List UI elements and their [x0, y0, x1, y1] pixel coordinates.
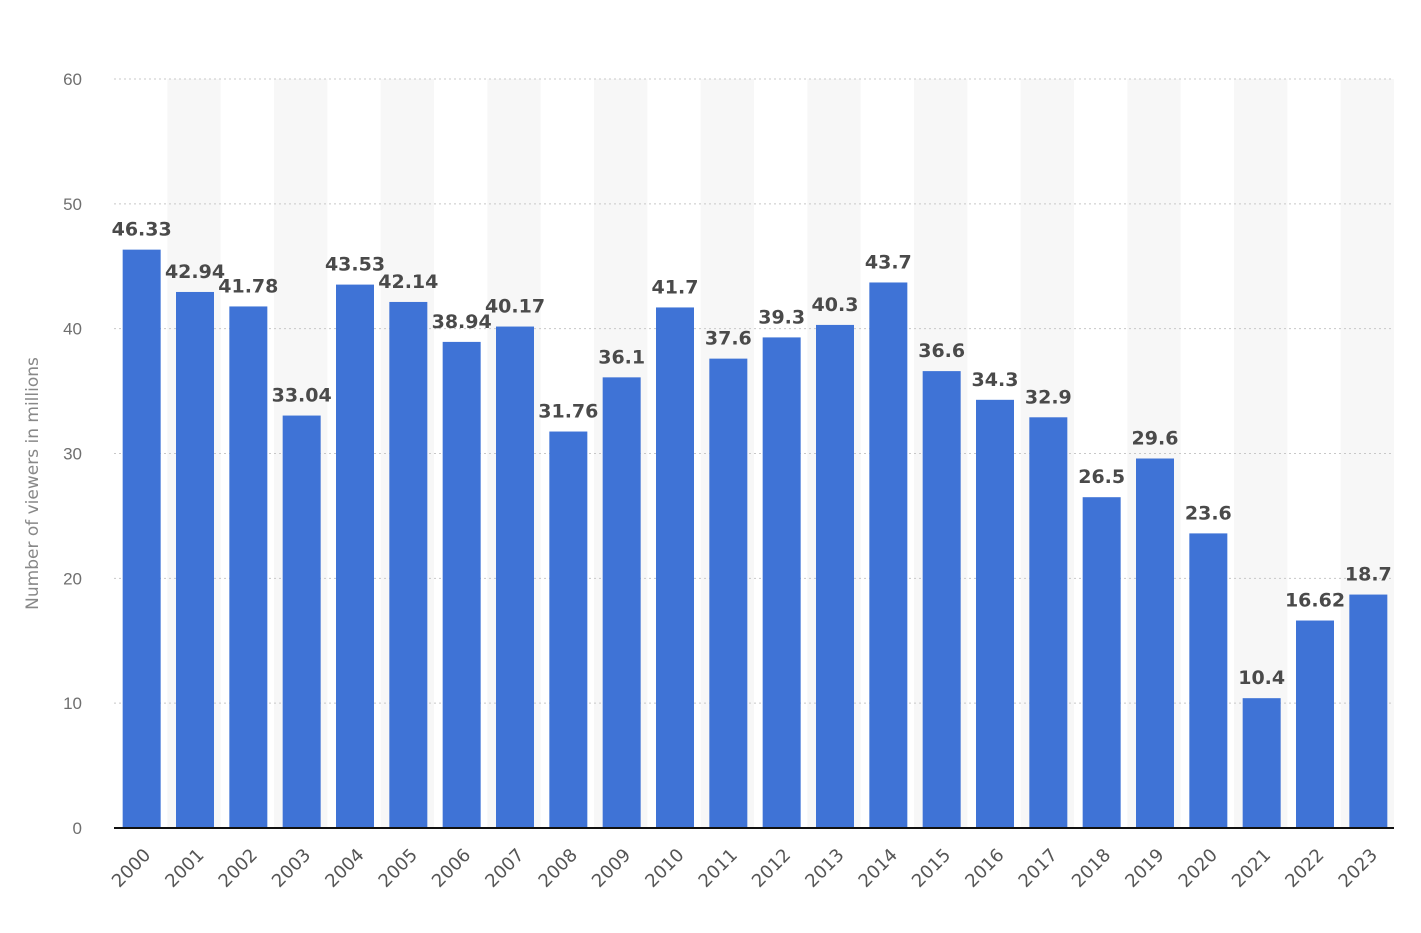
x-tick-label-2017: 2017	[1015, 845, 1062, 892]
x-tick-label-2015: 2015	[908, 845, 955, 892]
bar-2001	[176, 291, 214, 828]
bar-2013	[816, 324, 854, 828]
data-label-2000: 46.33	[112, 219, 172, 241]
bar-2015	[922, 371, 961, 828]
y-tick-label: 30	[63, 445, 82, 464]
x-tick-label-2023: 2023	[1335, 845, 1382, 892]
data-label-2011: 37.6	[705, 328, 752, 350]
data-label-2017: 32.9	[1025, 386, 1072, 408]
x-tick-label-2003: 2003	[268, 845, 315, 892]
data-label-2004: 43.53	[325, 254, 385, 276]
data-label-2016: 34.3	[972, 369, 1019, 391]
bar-2012	[762, 337, 801, 828]
bar-2005	[389, 301, 428, 828]
bar-2019	[1136, 458, 1174, 828]
bar-2020	[1189, 533, 1228, 828]
bar-2014	[869, 282, 908, 828]
x-tick-label-2014: 2014	[855, 845, 902, 892]
bar-2023	[1349, 594, 1388, 828]
y-tick-label: 20	[63, 569, 82, 588]
bar-2010	[656, 307, 694, 828]
x-tick-label-2011: 2011	[695, 845, 742, 892]
bar-2003	[282, 415, 321, 828]
data-label-2001: 42.94	[165, 261, 225, 283]
bar-2021	[1242, 698, 1281, 828]
data-label-2023: 18.7	[1345, 564, 1392, 586]
x-tick-label-2002: 2002	[215, 845, 262, 892]
bar-2017	[1029, 417, 1068, 828]
data-label-2014: 43.7	[865, 251, 912, 273]
data-label-2020: 23.6	[1185, 502, 1232, 524]
data-label-2003: 33.04	[272, 385, 332, 407]
x-tick-label-2005: 2005	[375, 845, 422, 892]
x-tick-label-2012: 2012	[748, 845, 795, 892]
y-axis-ticks: 0 10 20 30 40 50 60	[63, 70, 82, 838]
bar-2016	[976, 399, 1014, 828]
y-tick-label: 60	[63, 70, 82, 89]
x-tick-label-2000: 2000	[108, 845, 155, 892]
data-label-2012: 39.3	[758, 306, 805, 328]
bar-2018	[1082, 497, 1121, 828]
data-label-2013: 40.3	[812, 294, 859, 316]
x-tick-label-2020: 2020	[1175, 845, 1222, 892]
bars	[122, 249, 1388, 829]
x-tick-label-2018: 2018	[1068, 845, 1115, 892]
y-tick-label: 0	[73, 819, 82, 838]
bar-2022	[1296, 620, 1334, 828]
data-label-2010: 41.7	[652, 276, 699, 298]
bar-2007	[496, 326, 534, 828]
data-label-2005: 42.14	[378, 271, 438, 293]
gridlines	[114, 78, 1394, 704]
bar-2009	[602, 377, 641, 828]
x-axis-ticks: 2000 2001 2002 2003 2004 2005 2006 2007 2008 2009…	[108, 845, 1382, 892]
bar-2006	[442, 341, 481, 828]
data-label-2022: 16.62	[1285, 590, 1345, 612]
y-tick-label: 50	[63, 195, 82, 214]
data-label-2008: 31.76	[538, 401, 598, 423]
x-tick-label-2009: 2009	[588, 845, 635, 892]
bar-2000	[122, 249, 161, 829]
data-label-2015: 36.6	[918, 340, 965, 362]
x-tick-label-2021: 2021	[1228, 845, 1275, 892]
data-label-2002: 41.78	[218, 275, 278, 297]
x-tick-label-2001: 2001	[161, 845, 208, 892]
data-label-2009: 36.1	[598, 346, 645, 368]
data-label-2019: 29.6	[1132, 427, 1179, 449]
x-tick-label-2008: 2008	[535, 845, 582, 892]
bar-2004	[336, 284, 374, 829]
x-tick-label-2019: 2019	[1121, 845, 1168, 892]
data-label-2007: 40.17	[485, 296, 545, 318]
x-tick-label-2007: 2007	[481, 845, 528, 892]
x-tick-label-2013: 2013	[801, 845, 848, 892]
y-axis-label: Number of viewers in millions	[23, 357, 43, 610]
bar-2002	[229, 306, 268, 829]
y-tick-label: 40	[63, 320, 82, 339]
bar-2011	[709, 358, 748, 828]
data-label-2006: 38.94	[432, 311, 492, 333]
x-tick-label-2006: 2006	[428, 845, 475, 892]
bar-2008	[549, 431, 588, 828]
x-tick-label-2022: 2022	[1281, 845, 1328, 892]
x-tick-label-2016: 2016	[961, 845, 1008, 892]
data-label-2021: 10.4	[1238, 667, 1285, 689]
data-label-2018: 26.5	[1078, 466, 1125, 488]
y-tick-label: 10	[63, 694, 82, 713]
x-tick-label-2004: 2004	[321, 845, 368, 892]
x-tick-label-2010: 2010	[641, 845, 688, 892]
